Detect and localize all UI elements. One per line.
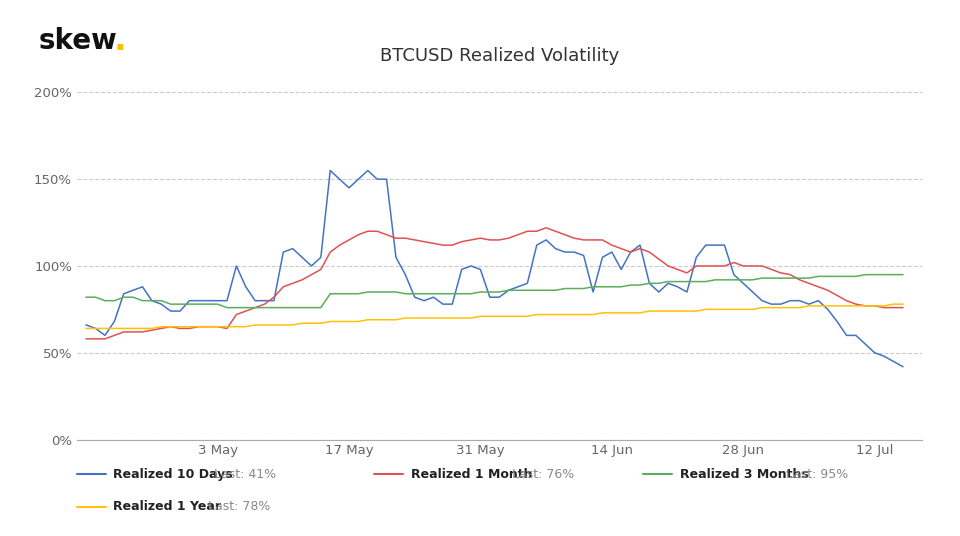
- Text: Last: 41%: Last: 41%: [210, 468, 276, 481]
- Text: Last: 76%: Last: 76%: [508, 468, 574, 481]
- Text: Realized 1 Year: Realized 1 Year: [113, 500, 221, 513]
- Title: BTCUSD Realized Volatility: BTCUSD Realized Volatility: [379, 47, 619, 65]
- Text: skew: skew: [38, 27, 117, 55]
- Text: Realized 1 Month: Realized 1 Month: [411, 468, 533, 481]
- Text: Realized 10 Days: Realized 10 Days: [113, 468, 233, 481]
- Text: Last: 78%: Last: 78%: [204, 500, 271, 513]
- Text: .: .: [113, 24, 126, 57]
- Text: Realized 3 Months: Realized 3 Months: [680, 468, 808, 481]
- Text: Last: 95%: Last: 95%: [782, 468, 849, 481]
